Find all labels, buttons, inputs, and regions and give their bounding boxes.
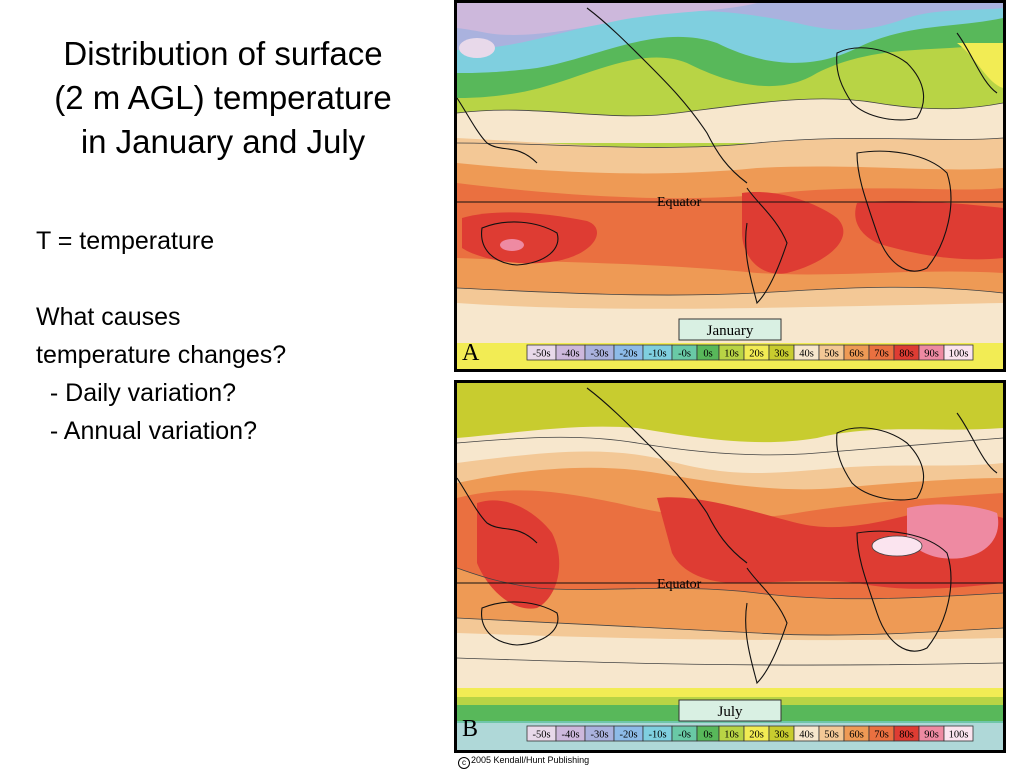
continent-outlines (457, 387, 998, 685)
legend-label: 100s (949, 730, 969, 741)
bullet-daily: - Daily variation? (36, 379, 237, 407)
legend-label: -20s (619, 730, 637, 741)
legend-label: -40s (561, 349, 579, 360)
legend-label: 40s (799, 349, 814, 360)
legend-label: 0s (703, 730, 712, 741)
january-map: Equator January A -50s -40s -30s -20s -10s -0… (454, 0, 1006, 372)
legend-label: 10s (724, 730, 739, 741)
definition-line: T = temperature (36, 227, 215, 255)
title-line-1: Distribution of surface (63, 35, 383, 72)
legend-label: 90s (924, 349, 939, 360)
legend-label: 20s (749, 349, 764, 360)
legend-label: 80s (899, 730, 914, 741)
legend-label: 20s (749, 730, 764, 741)
question-line-2: temperature changes? (36, 341, 287, 369)
legend-label: 50s (824, 349, 839, 360)
month-label: July (717, 704, 743, 720)
panel-letter: A (462, 340, 480, 366)
legend-label: -20s (619, 349, 637, 360)
legend-label: 30s (774, 730, 789, 741)
temperature-legend: -50s -40s -30s -20s -10s -0s 0s 10s 20s 30s 40s 50s… (526, 725, 974, 742)
title-line-3: in January and July (80, 123, 366, 160)
equator-label: Equator (657, 577, 702, 592)
legend-label: 100s (949, 349, 969, 360)
copyright-text: 2005 Kendall/Hunt Publishing (471, 755, 590, 765)
legend-label: 80s (899, 349, 914, 360)
legend-label: 60s (849, 730, 864, 741)
legend-label: -40s (561, 730, 579, 741)
legend-label: 70s (874, 349, 889, 360)
panel-letter: B (462, 716, 478, 742)
title-line-2: (2 m AGL) temperature (54, 79, 392, 116)
legend-label: -0s (678, 730, 691, 741)
copyright-notice: c 2005 Kendall/Hunt Publishing (458, 755, 589, 769)
slide-title: Distribution of surface (2 m AGL) temper… (8, 32, 438, 164)
july-map-svg: Equator July B -50s -40s -30s -20s -10s -0s 0s… (457, 383, 1003, 750)
month-label-box (678, 318, 782, 341)
legend-label: 50s (824, 730, 839, 741)
month-label: January (707, 323, 754, 339)
legend-label: 0s (703, 349, 712, 360)
copyright-icon: c (458, 757, 470, 769)
legend-label: 60s (849, 349, 864, 360)
legend-label: -30s (590, 349, 608, 360)
legend-swatch (943, 344, 974, 361)
legend-label: -10s (648, 730, 666, 741)
legend-label: 30s (774, 349, 789, 360)
legend-label: -10s (648, 349, 666, 360)
legend-label: 70s (874, 730, 889, 741)
bullet-annual: - Annual variation? (36, 417, 257, 445)
continent-outlines (457, 7, 998, 305)
legend-swatch (943, 725, 974, 742)
legend-label: -50s (532, 349, 550, 360)
month-label-box (678, 699, 782, 722)
january-map-svg: Equator January A -50s -40s -30s -20s -10s -0… (457, 3, 1003, 369)
equator-label: Equator (657, 195, 702, 210)
legend-label: -30s (590, 730, 608, 741)
slide-body: T = temperature What causes temperature … (36, 222, 436, 450)
legend-label: -0s (678, 349, 691, 360)
legend-label: 90s (924, 730, 939, 741)
temperature-legend: -50s -40s -30s -20s -10s -0s 0s 10s 20s 30s 40s 50s… (526, 344, 974, 361)
legend-label: 40s (799, 730, 814, 741)
legend-label: -50s (532, 730, 550, 741)
july-map: Equator July B -50s -40s -30s -20s -10s -0s 0s… (454, 380, 1006, 753)
legend-label: 10s (724, 349, 739, 360)
question-line-1: What causes (36, 303, 181, 331)
spacer (36, 260, 436, 298)
